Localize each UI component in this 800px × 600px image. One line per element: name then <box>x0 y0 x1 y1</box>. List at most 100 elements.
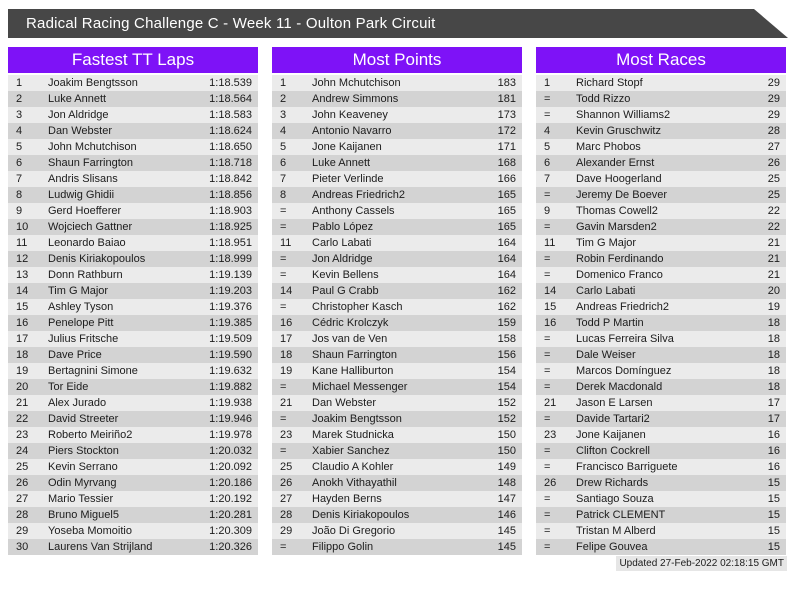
leaderboard-row: 21 Dan Webster 152 <box>272 395 522 411</box>
driver-name-cell: Anokh Vithayathil <box>312 477 397 489</box>
leaderboard-row: = Lucas Ferreira Silva 18 <box>536 331 786 347</box>
rank-cell: = <box>280 541 287 553</box>
value-cell: 15 <box>767 477 780 489</box>
leaderboard-row: 23 Marek Studnicka 150 <box>272 427 522 443</box>
rank-cell: 13 <box>16 269 29 281</box>
value-cell: 17 <box>767 413 780 425</box>
driver-name-cell: Penelope Pitt <box>48 317 114 329</box>
leaderboard-row: = Derek Macdonald 18 <box>536 379 786 395</box>
rank-cell: = <box>544 93 551 105</box>
value-cell: 19 <box>767 301 780 313</box>
rank-cell: 16 <box>280 317 293 329</box>
driver-name-cell: Lucas Ferreira Silva <box>576 333 674 345</box>
driver-name-cell: Alex Jurado <box>48 397 107 409</box>
rank-cell: = <box>280 445 287 457</box>
rank-cell: 27 <box>16 493 29 505</box>
driver-name-cell: Jon Aldridge <box>48 109 109 121</box>
value-cell: 18 <box>767 333 780 345</box>
leaderboard-row: 19 Kane Halliburton 154 <box>272 363 522 379</box>
leaderboard-row: 25 Kevin Serrano 1:20.092 <box>8 459 258 475</box>
rank-cell: 4 <box>544 125 551 137</box>
leaderboard-row: 2 Luke Annett 1:18.564 <box>8 91 258 107</box>
driver-name-cell: Carlo Labati <box>312 237 372 249</box>
rank-cell: 5 <box>544 141 551 153</box>
leaderboard-row: = Robin Ferdinando 21 <box>536 251 786 267</box>
leaderboard-row: 6 Luke Annett 168 <box>272 155 522 171</box>
driver-name-cell: Christopher Kasch <box>312 301 403 313</box>
driver-name-cell: Andreas Friedrich2 <box>576 301 669 313</box>
rank-cell: = <box>544 493 551 505</box>
leaderboard-row: 19 Bertagnini Simone 1:19.632 <box>8 363 258 379</box>
rank-cell: 6 <box>280 157 287 169</box>
rank-cell: = <box>544 333 551 345</box>
rank-cell: 3 <box>16 109 23 121</box>
driver-name-cell: Dan Webster <box>312 397 376 409</box>
board-header: Fastest TT Laps <box>8 47 258 73</box>
value-cell: 162 <box>497 301 516 313</box>
value-cell: 29 <box>767 93 780 105</box>
driver-name-cell: Jos van de Ven <box>312 333 388 345</box>
leaderboard-row: 29 Yoseba Momoitio 1:20.309 <box>8 523 258 539</box>
value-cell: 1:19.509 <box>209 333 252 345</box>
value-cell: 18 <box>767 349 780 361</box>
leaderboard-row: 7 Pieter Verlinde 166 <box>272 171 522 187</box>
rank-cell: 19 <box>280 365 293 377</box>
value-cell: 145 <box>497 541 516 553</box>
leaderboard-row: 23 Roberto Meiriño2 1:19.978 <box>8 427 258 443</box>
rank-cell: 23 <box>280 429 293 441</box>
leaderboard-row: = Pablo López 165 <box>272 219 522 235</box>
value-cell: 1:18.650 <box>209 141 252 153</box>
driver-name-cell: Hayden Berns <box>312 493 382 505</box>
value-cell: 1:20.186 <box>209 477 252 489</box>
leaderboard-row: 5 Jone Kaijanen 171 <box>272 139 522 155</box>
rank-cell: = <box>544 525 551 537</box>
value-cell: 165 <box>497 221 516 233</box>
board-fastest-tt-laps: Fastest TT Laps 1 Joakim Bengtsson 1:18.53… <box>8 47 258 555</box>
driver-name-cell: Alexander Ernst <box>576 157 655 169</box>
leaderboard-row: 18 Shaun Farrington 156 <box>272 347 522 363</box>
rank-cell: 4 <box>16 125 23 137</box>
driver-name-cell: Patrick CLEMENT <box>576 509 666 521</box>
driver-name-cell: Robin Ferdinando <box>576 253 664 265</box>
driver-name-cell: Cédric Krolczyk <box>312 317 389 329</box>
leaderboard-row: = Xabier Sanchez 150 <box>272 443 522 459</box>
value-cell: 158 <box>497 333 516 345</box>
driver-name-cell: Kevin Serrano <box>48 461 118 473</box>
value-cell: 29 <box>767 77 780 89</box>
rank-cell: = <box>544 445 551 457</box>
driver-name-cell: John Mchutchison <box>312 77 401 89</box>
leaderboard-row: = Anthony Cassels 165 <box>272 203 522 219</box>
value-cell: 1:18.564 <box>209 93 252 105</box>
leaderboard-row: = Clifton Cockrell 16 <box>536 443 786 459</box>
leaderboard-row: 27 Mario Tessier 1:20.192 <box>8 491 258 507</box>
value-cell: 152 <box>497 397 516 409</box>
driver-name-cell: Yoseba Momoitio <box>48 525 132 537</box>
driver-name-cell: Gavin Marsden2 <box>576 221 657 233</box>
driver-name-cell: Wojciech Gattner <box>48 221 133 233</box>
driver-name-cell: Jone Kaijanen <box>576 429 646 441</box>
driver-name-cell: Francisco Barriguete <box>576 461 678 473</box>
leaderboard-row: 12 Denis Kiriakopoulos 1:18.999 <box>8 251 258 267</box>
leaderboard-row: 7 Andris Slisans 1:18.842 <box>8 171 258 187</box>
driver-name-cell: Claudio A Kohler <box>312 461 394 473</box>
driver-name-cell: Richard Stopf <box>576 77 643 89</box>
driver-name-cell: Bertagnini Simone <box>48 365 138 377</box>
rank-cell: 29 <box>16 525 29 537</box>
rank-cell: = <box>544 189 551 201</box>
driver-name-cell: Dave Hoogerland <box>576 173 662 185</box>
leaderboard-row: = Christopher Kasch 162 <box>272 299 522 315</box>
driver-name-cell: Denis Kiriakopoulos <box>312 509 410 521</box>
driver-name-cell: Joakim Bengtsson <box>312 413 402 425</box>
rank-cell: 8 <box>16 189 23 201</box>
value-cell: 1:19.882 <box>209 381 252 393</box>
rank-cell: 25 <box>280 461 293 473</box>
driver-name-cell: João Di Gregorio <box>312 525 396 537</box>
driver-name-cell: Tim G Major <box>48 285 109 297</box>
leaderboard-row: 8 Ludwig Ghidii 1:18.856 <box>8 187 258 203</box>
driver-name-cell: Drew Richards <box>576 477 649 489</box>
rank-cell: 30 <box>16 541 29 553</box>
value-cell: 27 <box>767 141 780 153</box>
value-cell: 21 <box>767 237 780 249</box>
value-cell: 18 <box>767 317 780 329</box>
driver-name-cell: John Mchutchison <box>48 141 137 153</box>
